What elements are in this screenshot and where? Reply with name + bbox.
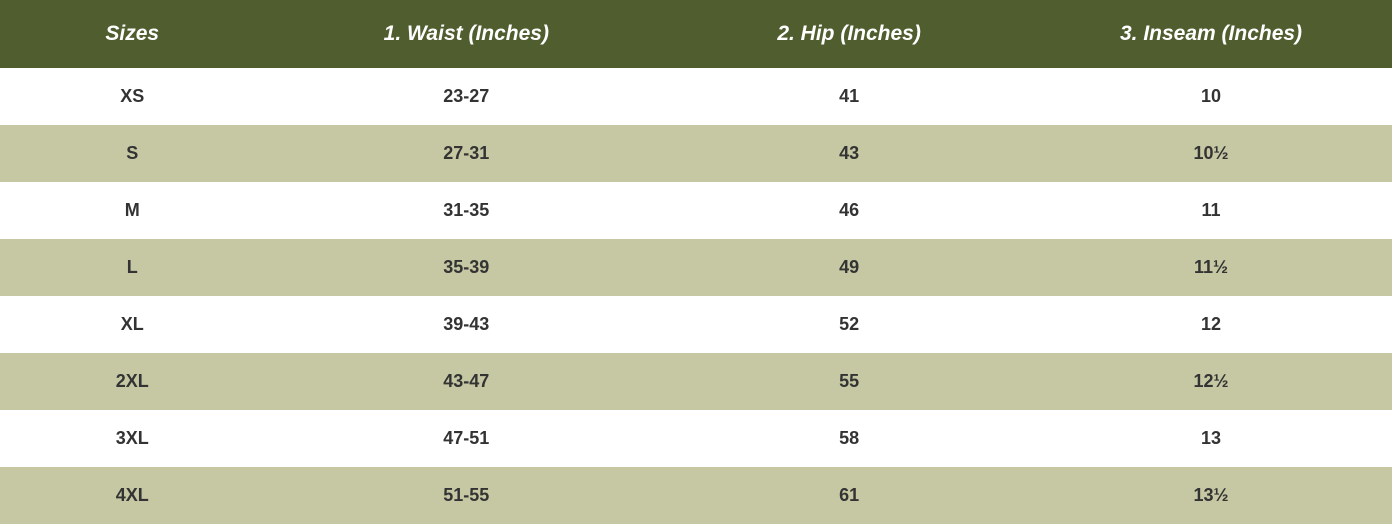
cell-waist: 35-39 — [264, 239, 668, 296]
table-row: S 27-31 43 10½ — [0, 125, 1392, 182]
cell-size: XS — [0, 68, 264, 125]
header-row: Sizes 1. Waist (Inches) 2. Hip (Inches) … — [0, 0, 1392, 68]
table-row: M 31-35 46 11 — [0, 182, 1392, 239]
cell-waist: 39-43 — [264, 296, 668, 353]
cell-waist: 47-51 — [264, 410, 668, 467]
cell-waist: 43-47 — [264, 353, 668, 410]
col-header-waist: 1. Waist (Inches) — [264, 0, 668, 68]
cell-size: 2XL — [0, 353, 264, 410]
cell-hip: 41 — [668, 68, 1030, 125]
cell-hip: 43 — [668, 125, 1030, 182]
cell-waist: 51-55 — [264, 467, 668, 524]
cell-hip: 52 — [668, 296, 1030, 353]
cell-waist: 23-27 — [264, 68, 668, 125]
table-row: XL 39-43 52 12 — [0, 296, 1392, 353]
table-header: Sizes 1. Waist (Inches) 2. Hip (Inches) … — [0, 0, 1392, 68]
cell-inseam: 10 — [1030, 68, 1392, 125]
table-row: 2XL 43-47 55 12½ — [0, 353, 1392, 410]
cell-size: XL — [0, 296, 264, 353]
size-chart-table: Sizes 1. Waist (Inches) 2. Hip (Inches) … — [0, 0, 1392, 524]
cell-hip: 49 — [668, 239, 1030, 296]
cell-inseam: 10½ — [1030, 125, 1392, 182]
cell-inseam: 11½ — [1030, 239, 1392, 296]
cell-waist: 27-31 — [264, 125, 668, 182]
table-row: 4XL 51-55 61 13½ — [0, 467, 1392, 524]
table-body: XS 23-27 41 10 S 27-31 43 10½ M 31-35 46… — [0, 68, 1392, 524]
cell-inseam: 13 — [1030, 410, 1392, 467]
cell-size: 4XL — [0, 467, 264, 524]
table-row: XS 23-27 41 10 — [0, 68, 1392, 125]
cell-inseam: 11 — [1030, 182, 1392, 239]
cell-size: S — [0, 125, 264, 182]
col-header-hip: 2. Hip (Inches) — [668, 0, 1030, 68]
cell-hip: 46 — [668, 182, 1030, 239]
col-header-inseam: 3. Inseam (Inches) — [1030, 0, 1392, 68]
cell-hip: 58 — [668, 410, 1030, 467]
cell-inseam: 13½ — [1030, 467, 1392, 524]
cell-hip: 61 — [668, 467, 1030, 524]
cell-size: L — [0, 239, 264, 296]
cell-size: M — [0, 182, 264, 239]
table-row: L 35-39 49 11½ — [0, 239, 1392, 296]
table-row: 3XL 47-51 58 13 — [0, 410, 1392, 467]
col-header-sizes: Sizes — [0, 0, 264, 68]
cell-hip: 55 — [668, 353, 1030, 410]
cell-waist: 31-35 — [264, 182, 668, 239]
cell-inseam: 12½ — [1030, 353, 1392, 410]
cell-inseam: 12 — [1030, 296, 1392, 353]
cell-size: 3XL — [0, 410, 264, 467]
